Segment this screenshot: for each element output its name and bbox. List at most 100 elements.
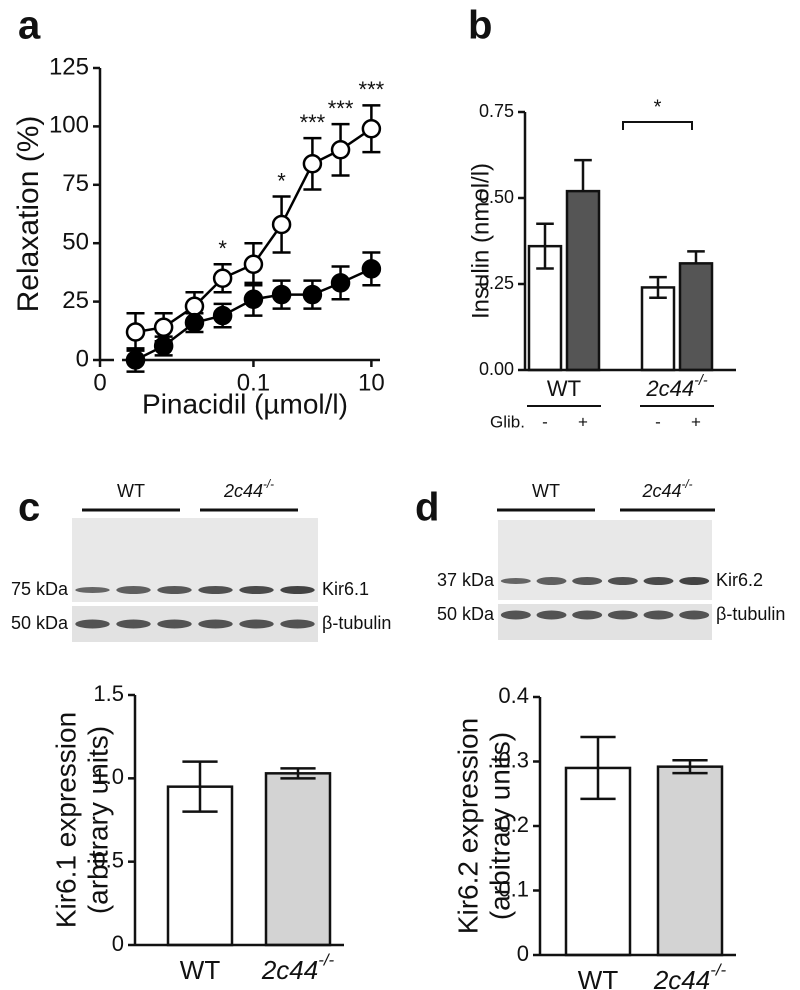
blot-strip — [72, 518, 318, 602]
blot-band — [500, 578, 531, 584]
error-bar — [672, 758, 708, 775]
group-label-main: 2c44 — [645, 376, 694, 401]
x-tick-label: 0 — [93, 369, 106, 396]
blot-band — [572, 610, 603, 620]
y-axis-label: (arbitrary units) — [82, 726, 113, 914]
y-axis-label: Insulin (nmol/l) — [467, 163, 494, 319]
data-point — [330, 273, 351, 293]
y-axis-label: Kir6.2 expression — [452, 718, 483, 934]
condition-label: Glib. — [490, 412, 525, 431]
group-label: 2c44-/- — [645, 373, 707, 401]
x-tick-label-main: 2c44 — [653, 965, 710, 990]
x-tick-label-main: 2c44 — [261, 955, 318, 985]
y-tick-label: 0.25 — [479, 273, 514, 293]
condition-tick-label: - — [542, 412, 548, 431]
data-point — [153, 336, 174, 356]
blot-band — [536, 610, 567, 620]
y-tick-label: 75 — [62, 170, 89, 197]
x-tick-label: WT — [578, 965, 619, 990]
blot-band — [75, 619, 110, 629]
y-tick-label: 50 — [62, 229, 89, 256]
data-point — [302, 154, 323, 174]
error-bar — [649, 275, 667, 300]
blot-protein: β-tubulin — [322, 613, 391, 633]
error-bar — [687, 250, 705, 264]
y-tick-label: 0.00 — [479, 359, 514, 379]
data-point — [243, 289, 264, 310]
significance-label: * — [277, 168, 286, 193]
y-tick-label: 1.5 — [93, 681, 124, 706]
blot-strip — [72, 606, 318, 642]
bar — [166, 785, 234, 947]
y-tick-label: 1.0 — [93, 764, 124, 789]
data-point — [302, 284, 323, 305]
panel-letter: b — [468, 4, 492, 48]
condition-tick-label: + — [578, 412, 588, 431]
group-label: WT — [547, 376, 581, 401]
data-point — [212, 268, 233, 288]
blot-band — [572, 577, 603, 585]
blot-band — [607, 577, 638, 585]
blot-band — [679, 577, 710, 585]
y-tick-label: 125 — [49, 53, 89, 80]
panel-letter: c — [18, 486, 40, 530]
x-tick-label-sup: -/- — [710, 961, 726, 980]
x-tick-label: 2c44-/- — [653, 961, 727, 990]
panel-letter: a — [18, 4, 41, 48]
y-tick-label: 25 — [62, 287, 89, 314]
blot-group-label: 2c44-/- — [223, 478, 274, 501]
blot-group-label-sup: -/- — [682, 478, 693, 491]
bar — [264, 772, 332, 947]
blot-group-label-sup: -/- — [263, 478, 274, 491]
blot-band — [116, 619, 151, 629]
data-point — [184, 296, 205, 317]
blot-band — [280, 586, 315, 594]
y-axis-label: Kir6.1 expression — [50, 712, 81, 928]
blot-band — [198, 619, 233, 629]
x-tick-label-main: WT — [180, 955, 221, 985]
blot-band — [536, 577, 567, 585]
significance-label: *** — [328, 96, 354, 121]
panel-letter: d — [415, 486, 439, 530]
blot-band — [239, 619, 274, 629]
blot-band — [75, 587, 110, 593]
y-tick-label: 0 — [76, 345, 89, 372]
blot-protein: Kir6.2 — [716, 570, 763, 590]
group-label-sup: -/- — [694, 373, 708, 389]
y-tick-label: 100 — [49, 112, 89, 139]
y-axis-label: (arbitrary units) — [484, 732, 515, 920]
blot-group-label: 2c44-/- — [641, 478, 692, 501]
data-point — [125, 350, 146, 370]
blot-band — [239, 586, 274, 594]
blot-group-label: WT — [532, 481, 560, 501]
blot-band — [157, 586, 192, 594]
bar — [678, 262, 714, 372]
data-point — [330, 140, 351, 160]
blot-band — [157, 619, 192, 629]
x-tick-label: 2c44-/- — [261, 951, 335, 985]
significance-label: *** — [359, 77, 385, 102]
y-tick-label: 0.75 — [479, 101, 514, 121]
bar — [640, 286, 676, 372]
y-tick-label: 0.3 — [498, 747, 529, 772]
blot-protein: β-tubulin — [716, 604, 785, 624]
condition-tick-label: - — [655, 412, 661, 431]
blot-protein: Kir6.1 — [322, 579, 369, 599]
y-tick-label: 0.2 — [498, 812, 529, 837]
data-point — [243, 254, 264, 274]
blot-band — [500, 610, 531, 620]
bar — [565, 189, 601, 372]
blot-band — [679, 610, 710, 620]
group-label-main: WT — [547, 376, 581, 401]
blot-group-label-main: WT — [117, 481, 145, 501]
blot-marker: 50 kDa — [11, 613, 69, 633]
error-bar — [182, 760, 218, 813]
blot-marker: 50 kDa — [437, 604, 495, 624]
significance-label: * — [218, 236, 227, 261]
blot-band — [643, 577, 674, 585]
y-tick-label: 0.5 — [93, 847, 124, 872]
y-axis-label: Relaxation (%) — [12, 116, 45, 313]
significance-label: *** — [300, 110, 326, 135]
data-point — [212, 305, 233, 326]
